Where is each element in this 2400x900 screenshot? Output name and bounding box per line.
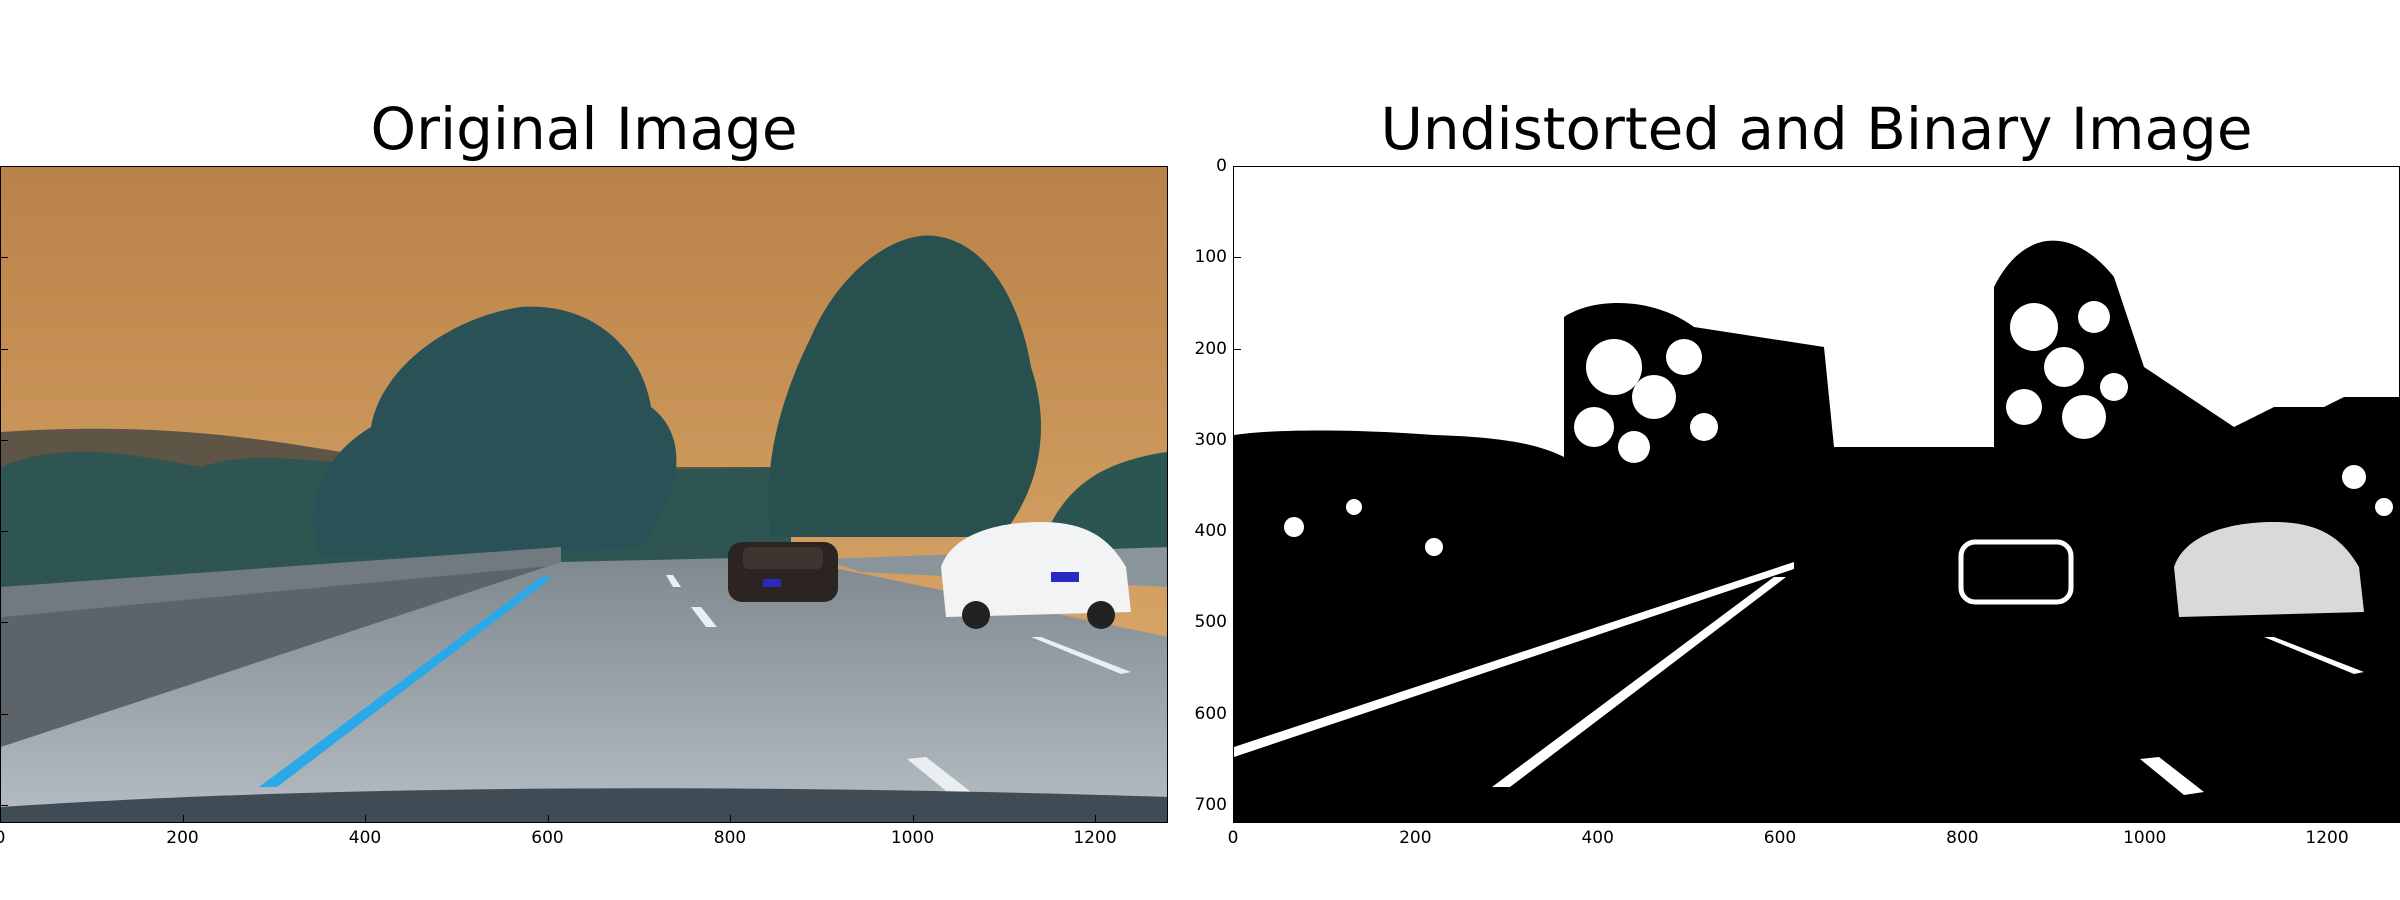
left-x-tick-label: 400 [348,828,382,848]
left-x-tick [365,815,366,823]
right-y-tick-label: 400 [1194,521,1227,541]
left-y-tick [0,348,8,350]
right-x-tick-label: 1000 [2123,828,2167,848]
right-panel-title: Undistorted and Binary Image [1380,95,2253,163]
right-y-tick-label: 300 [1194,429,1227,450]
left-y-tick [0,439,8,441]
right-x-tick [2327,815,2329,823]
left-x-tick [0,815,1,823]
right-y-tick [1233,804,1241,806]
right-x-tick [1780,815,1782,823]
left-x-tick-label: 600 [531,828,564,848]
left-panel-title: Original Image [370,95,798,163]
left-x-tick-label: 0 [0,828,5,848]
right-y-tick [1233,166,1241,167]
right-y-tick-label: 100 [1194,247,1227,268]
right-x-tick [1233,815,1234,823]
left-y-tick [0,622,8,624]
right-x-tick-label: 400 [1581,828,1614,848]
right-lane-dash [907,757,971,795]
car-hood [1,788,1167,822]
right-y-tick [1233,439,1241,441]
binary-tree-texture [1284,301,2393,556]
right-y-tick [1233,713,1241,715]
left-y-tick [0,257,8,259]
left-tree [313,306,677,557]
left-x-tick [547,815,549,823]
right-lane-dash [1031,637,1131,674]
right-x-tick-label: 800 [1946,828,1979,848]
left-x-tick [1095,815,1096,823]
left-lane-line [259,577,553,787]
left-x-tick-label: 200 [166,828,199,848]
right-x-tick [1597,815,1599,823]
right-x-tick-label: 600 [1763,828,1797,848]
right-y-tick-label: 600 [1194,703,1227,724]
binary-right-lane-dash [2140,757,2204,795]
left-x-tick [182,815,184,823]
right-x-tick [1415,815,1417,823]
right-x-tick-label: 200 [1399,828,1432,848]
binary-white-car [2174,522,2364,617]
right-y-tick [1233,622,1241,624]
left-x-tick-label: 800 [713,828,747,848]
binary-image-panel [1233,166,2400,823]
white-car [941,522,1131,629]
left-y-tick [0,166,8,167]
left-x-tick-label: 1000 [890,828,935,848]
right-y-tick [1233,257,1241,259]
binary-road-edge [1234,562,1794,757]
left-y-tick [0,804,8,806]
right-y-tick [1233,531,1241,532]
right-x-tick [1962,815,1964,823]
right-y-tick [1233,348,1241,350]
left-y-tick [0,713,8,715]
left-x-tick-label: 1200 [1073,828,1117,848]
road-surface [1,557,1167,822]
original-road-photo [1,167,1167,822]
right-y-tick-label: 500 [1194,612,1227,633]
right-y-tick-label: 0 [1216,156,1227,176]
guardrail [1,547,561,617]
right-x-tick-label: 1200 [2305,828,2349,848]
right-x-tick [2144,815,2146,823]
left-x-tick [730,815,731,823]
binary-left-lane-line [1492,577,1786,787]
right-tree [768,235,1041,537]
original-image-panel [0,166,1168,823]
dark-car [728,542,838,602]
binary-road-image [1234,167,2399,822]
binary-right-lane-dash [2264,637,2364,674]
binary-dark-car [1958,539,2074,605]
right-lane-dash [666,575,681,587]
left-y-tick [0,531,8,532]
right-lane-dash [691,607,717,627]
left-x-tick [912,815,914,823]
right-x-tick-label: 0 [1227,828,1239,848]
right-y-tick-label: 200 [1194,338,1227,359]
right-y-tick-label: 700 [1194,794,1227,815]
